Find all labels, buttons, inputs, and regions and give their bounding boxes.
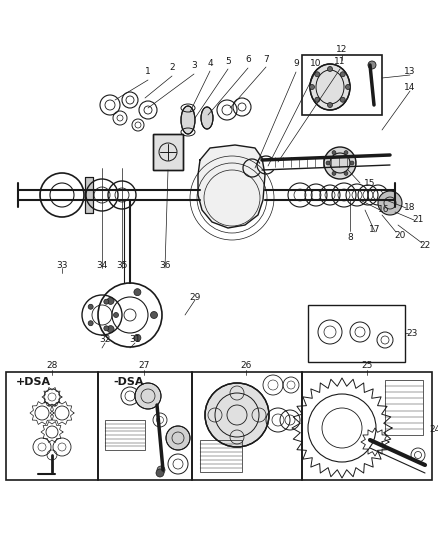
Text: 20: 20 — [394, 230, 406, 239]
Bar — [85, 177, 93, 213]
Text: 4: 4 — [207, 59, 213, 68]
Text: 9: 9 — [293, 60, 299, 69]
Circle shape — [104, 326, 109, 331]
Text: 18: 18 — [404, 204, 416, 213]
Bar — [85, 177, 93, 213]
Bar — [302, 55, 382, 115]
Text: 32: 32 — [99, 335, 111, 344]
Text: 1: 1 — [145, 68, 151, 77]
Text: 8: 8 — [347, 233, 353, 243]
Circle shape — [156, 469, 164, 477]
Text: 21: 21 — [412, 215, 424, 224]
Circle shape — [113, 312, 119, 318]
Bar — [98, 372, 192, 480]
Circle shape — [346, 85, 350, 90]
Circle shape — [340, 72, 345, 77]
Circle shape — [326, 161, 330, 165]
Text: 34: 34 — [96, 261, 108, 270]
Circle shape — [378, 191, 402, 215]
Text: 28: 28 — [46, 360, 58, 369]
Text: 3: 3 — [191, 61, 197, 70]
Text: 14: 14 — [404, 84, 416, 93]
Polygon shape — [198, 145, 265, 228]
Bar — [385, 380, 423, 435]
Circle shape — [107, 326, 114, 333]
Circle shape — [135, 383, 161, 409]
Circle shape — [350, 161, 354, 165]
Text: 35: 35 — [116, 261, 128, 270]
Circle shape — [134, 289, 141, 296]
Circle shape — [151, 311, 158, 319]
Text: 15: 15 — [364, 179, 376, 188]
Circle shape — [107, 297, 114, 304]
Bar — [308, 305, 405, 362]
Bar — [200, 440, 242, 472]
Bar — [192, 372, 302, 480]
Bar — [105, 420, 145, 450]
Text: 10: 10 — [310, 59, 322, 68]
Ellipse shape — [310, 64, 350, 110]
Bar — [302, 372, 432, 480]
Circle shape — [368, 61, 376, 69]
Circle shape — [328, 102, 332, 108]
Text: 2: 2 — [169, 63, 175, 72]
Text: 22: 22 — [419, 240, 431, 249]
Circle shape — [332, 172, 336, 175]
Ellipse shape — [201, 107, 213, 129]
Text: -DSA: -DSA — [113, 377, 144, 387]
Text: 11: 11 — [334, 56, 346, 66]
Text: 29: 29 — [189, 293, 201, 302]
Circle shape — [310, 85, 314, 90]
Text: 36: 36 — [159, 261, 171, 270]
Circle shape — [88, 304, 93, 309]
Text: 33: 33 — [56, 261, 68, 270]
Circle shape — [134, 334, 141, 341]
Circle shape — [88, 321, 93, 326]
Bar — [6, 372, 98, 480]
Circle shape — [328, 67, 332, 71]
Text: 24: 24 — [429, 425, 438, 434]
Text: +DSA: +DSA — [16, 377, 51, 387]
Circle shape — [340, 97, 345, 102]
Text: 16: 16 — [378, 206, 390, 214]
Text: 27: 27 — [138, 360, 150, 369]
Bar — [153, 134, 183, 170]
Circle shape — [344, 151, 348, 155]
Text: 31: 31 — [129, 335, 141, 344]
Text: 6: 6 — [245, 55, 251, 64]
Circle shape — [157, 466, 165, 474]
Circle shape — [205, 383, 269, 447]
Circle shape — [104, 299, 109, 304]
Circle shape — [315, 97, 320, 102]
Text: 17: 17 — [369, 225, 381, 235]
Circle shape — [166, 426, 190, 450]
Circle shape — [315, 72, 320, 77]
Circle shape — [324, 147, 356, 179]
Text: 26: 26 — [240, 360, 252, 369]
Text: 13: 13 — [404, 68, 416, 77]
Text: 5: 5 — [225, 56, 231, 66]
Circle shape — [332, 151, 336, 155]
Circle shape — [344, 172, 348, 175]
Text: 12: 12 — [336, 45, 348, 54]
Text: 25: 25 — [361, 360, 373, 369]
Bar — [153, 134, 183, 170]
Text: 7: 7 — [263, 54, 269, 63]
Text: 23: 23 — [406, 328, 418, 337]
Ellipse shape — [181, 106, 195, 134]
